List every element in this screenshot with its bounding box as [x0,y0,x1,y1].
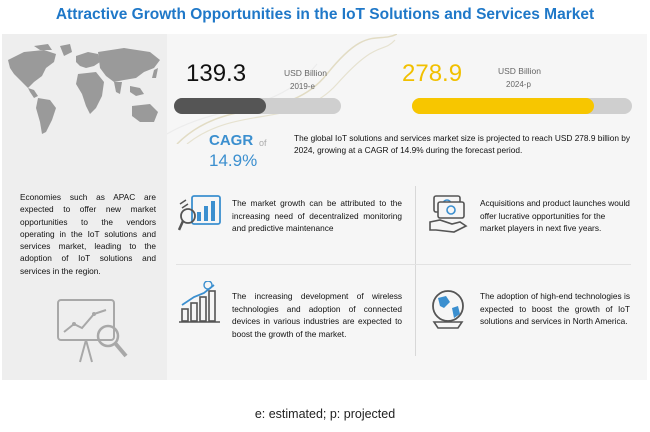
year-2024: 2024-p [506,80,531,89]
cash-hand-icon [429,195,468,233]
growth-bars-dollar-icon [179,281,220,323]
bar-2024-fill [412,98,594,114]
decorative-lines [167,34,397,144]
globe-icon [432,290,464,329]
point-text-3: The increasing development of wireless t… [232,291,402,339]
market-summary: The global IoT solutions and services ma… [294,133,631,156]
unit-2019: USD Billion [284,68,327,78]
unit-2024: USD Billion [498,66,541,76]
apac-label: APAC [0,312,46,352]
infographic-panel: Economies such as APAC are expected to o… [0,34,647,380]
apac-description: Economies such as APAC are expected to o… [20,192,156,276]
monitoring-chart-icon [178,195,221,231]
point-text-1: The market growth can be attributed to t… [232,198,402,234]
cagr-value: 14.9% [209,151,258,170]
bar-2019-fill [174,98,266,114]
world-map-icon [8,44,160,134]
divider-vertical [415,186,416,356]
cagr-label: CAGR [209,132,254,149]
year-2019: 2019-e [290,82,315,91]
analytics-magnifier-icon [57,299,128,363]
cagr-of: of [259,138,267,148]
divider-horizontal [176,264,631,265]
footnote: e: estimated; p: projected [254,407,396,421]
value-2019: 139.3 [186,60,247,87]
left-panel: Economies such as APAC are expected to o… [0,34,167,380]
value-2024: 278.9 [402,60,463,87]
point-text-2: Acquisitions and product launches would … [480,198,630,234]
point-text-4: The adoption of high-end technologies is… [480,291,630,327]
page-title: Attractive Growth Opportunities in the I… [55,6,595,23]
